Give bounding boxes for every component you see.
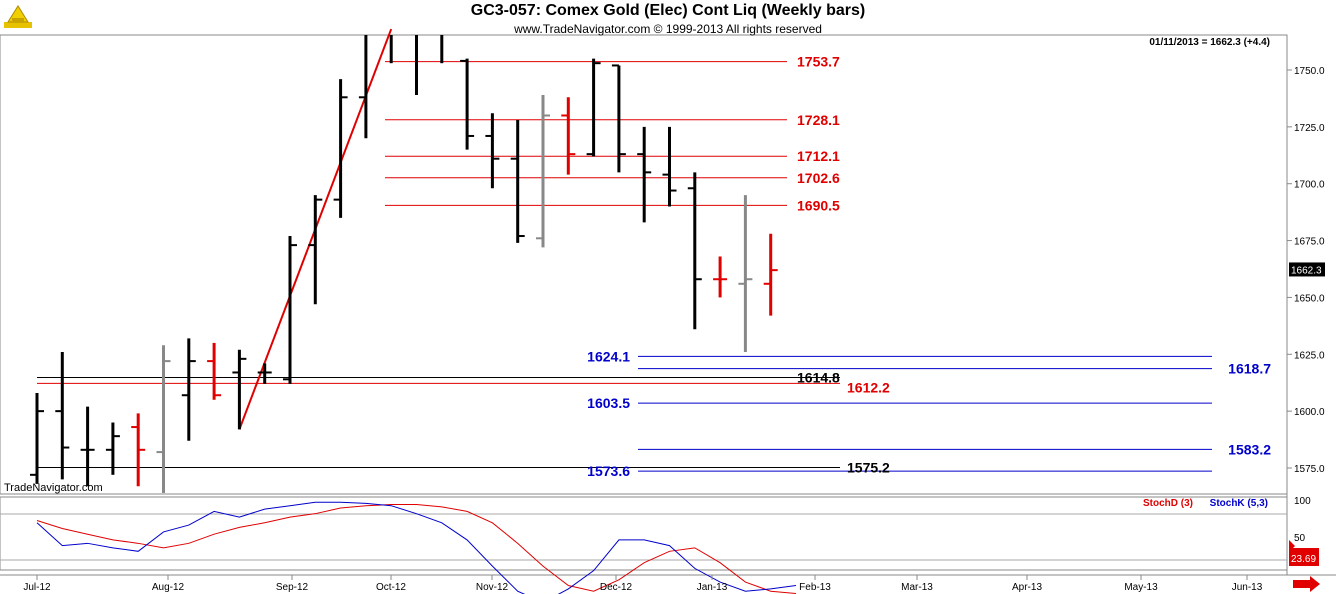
x-tick-label: Apr-13 — [1012, 582, 1042, 593]
stochd-legend: StochD (3) — [1143, 498, 1193, 509]
watermark-text: TradeNavigator.com — [4, 482, 103, 494]
support-label: 1583.2 — [1228, 441, 1271, 457]
x-tick-label: Feb-13 — [799, 582, 831, 593]
trade-navigator-logo-icon — [4, 5, 32, 28]
main-plot-frame — [0, 34, 1288, 495]
resistance-label: 1702.6 — [797, 170, 840, 186]
last-price-box — [1289, 262, 1325, 277]
level-label: 1612.2 — [847, 379, 890, 395]
price-tick-label: 1750.0 — [1294, 66, 1325, 77]
chart-title: GC3-057: Comex Gold (Elec) Cont Liq (Wee… — [470, 2, 866, 19]
stoch-last-box — [1289, 548, 1319, 566]
x-tick-label: Oct-12 — [376, 582, 406, 593]
resistance-label: 1753.7 — [797, 54, 840, 70]
x-tick-label: Jul-12 — [23, 582, 51, 593]
x-tick-label: Nov-12 — [476, 582, 509, 593]
x-tick-label: May-13 — [1124, 582, 1158, 593]
stoch-tick-label: 50 — [1294, 533, 1306, 544]
ohlc-bars — [30, 35, 778, 494]
support-label: 1573.6 — [587, 463, 630, 479]
price-tick-label: 1725.0 — [1294, 123, 1325, 134]
last-price-label: 1662.3 — [1291, 265, 1322, 276]
price-tick-label: 1625.0 — [1294, 350, 1325, 361]
resistance-label: 1690.5 — [797, 197, 840, 213]
chevron-right-icon — [1289, 540, 1295, 552]
x-tick-label: Mar-13 — [901, 582, 933, 593]
price-tick-label: 1600.0 — [1294, 407, 1325, 418]
support-label: 1618.7 — [1228, 361, 1271, 377]
copyright-text: www.TradeNavigator.com © 1999-2013 All r… — [514, 22, 822, 36]
stoch-plot-frame — [0, 496, 1288, 571]
stochk-line — [36, 501, 797, 594]
stoch-last-label: 23.69 — [1291, 554, 1316, 565]
stochd-line — [36, 504, 797, 594]
x-tick-label: Jun-13 — [1232, 582, 1263, 593]
level-label: 1575.2 — [847, 460, 890, 476]
status-readout: 01/11/2013 = 1662.3 (+4.4) — [1149, 37, 1270, 48]
stochk-legend: StochK (5,3) — [1210, 498, 1268, 509]
resistance-label: 1712.1 — [797, 148, 840, 164]
x-tick-label: Sep-12 — [276, 582, 309, 593]
x-tick-label: Aug-12 — [152, 582, 185, 593]
scroll-right-icon — [1293, 576, 1320, 592]
price-tick-label: 1675.0 — [1294, 237, 1325, 248]
level-label: 1614.8 — [797, 369, 840, 385]
price-tick-label: 1650.0 — [1294, 293, 1325, 304]
support-label: 1624.1 — [587, 348, 630, 364]
price-tick-label: 1700.0 — [1294, 180, 1325, 191]
support-label: 1603.5 — [587, 395, 630, 411]
stoch-tick-label: 100 — [1294, 496, 1311, 507]
x-tick-label: Dec-12 — [600, 582, 633, 593]
x-tick-label: Jan-13 — [697, 582, 728, 593]
price-tick-label: 1575.0 — [1294, 464, 1325, 475]
resistance-label: 1728.1 — [797, 112, 840, 128]
